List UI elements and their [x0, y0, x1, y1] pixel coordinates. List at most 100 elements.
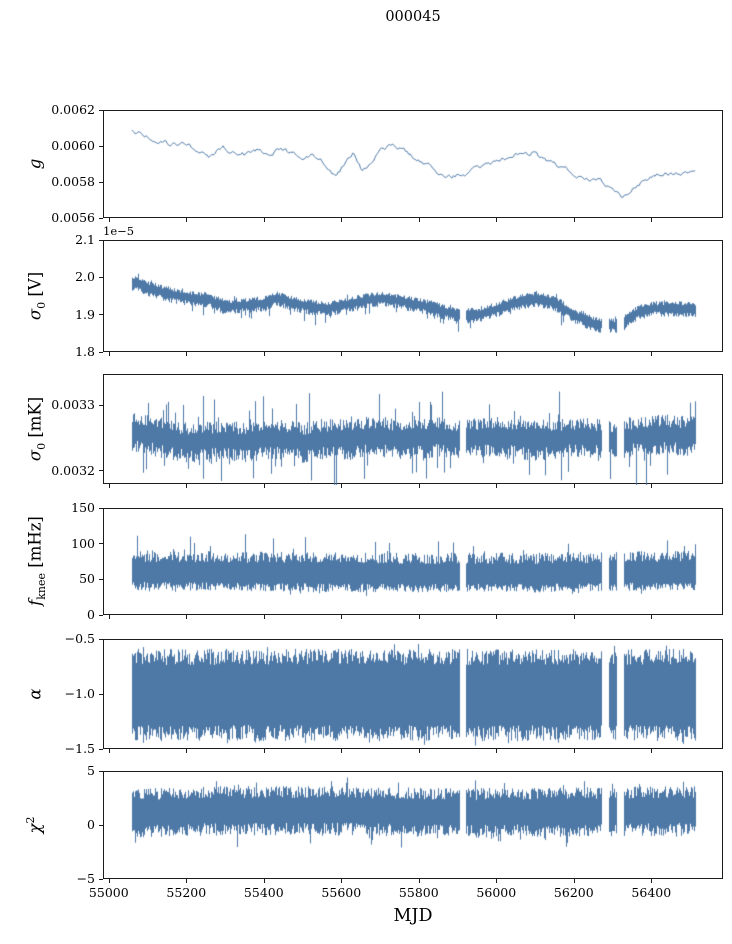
- x-tick-mark: [418, 218, 420, 222]
- y-tick-label: −5: [76, 871, 95, 886]
- y-tick-mark: [99, 693, 103, 695]
- x-tick-mark: [108, 879, 110, 883]
- y-tick-mark: [99, 239, 103, 241]
- x-tick-mark: [651, 879, 653, 883]
- y-tick-mark: [99, 470, 103, 472]
- y-tick-label: 100: [71, 535, 95, 551]
- x-tick-mark: [341, 352, 343, 356]
- y-tick-mark: [99, 770, 103, 772]
- y-tick-label: 0.0033: [51, 397, 95, 413]
- panel-fknee-canvas: [104, 509, 724, 616]
- y-tick-mark: [99, 181, 103, 183]
- x-tick-mark: [186, 218, 188, 222]
- y-tick-mark: [99, 748, 103, 750]
- x-tick-mark: [341, 615, 343, 619]
- x-tick-mark: [651, 615, 653, 619]
- x-tick-mark: [651, 218, 653, 222]
- y-tick-label: 1.8: [75, 344, 95, 359]
- y-tick-label: 0: [87, 817, 95, 832]
- x-tick-mark: [418, 615, 420, 619]
- x-tick-mark: [263, 615, 265, 619]
- x-tick-mark: [573, 615, 575, 619]
- x-tick-mark: [108, 615, 110, 619]
- x-tick-mark: [496, 879, 498, 883]
- y-tick-mark: [99, 638, 103, 640]
- panel-chi2: [103, 771, 724, 880]
- panel-sigma0-v-canvas: [104, 241, 724, 353]
- x-tick-mark: [263, 352, 265, 356]
- y-tick-mark: [99, 507, 103, 509]
- x-tick-mark: [186, 615, 188, 619]
- panel-alpha: [103, 639, 724, 750]
- x-tick-mark: [341, 749, 343, 753]
- x-tick-mark: [418, 484, 420, 488]
- x-tick-label: 55600: [321, 885, 362, 900]
- panel-sigma0-v: [103, 240, 724, 353]
- x-tick-mark: [263, 749, 265, 753]
- panel-g: [103, 110, 724, 219]
- x-tick-mark: [573, 218, 575, 222]
- y-tick-mark: [99, 351, 103, 353]
- panel-alpha-canvas: [104, 640, 724, 750]
- y-tick-label: −1.0: [64, 686, 95, 701]
- y-tick-label: 0.0062: [51, 102, 95, 117]
- y-offset-text: 1e−5: [103, 224, 135, 238]
- y-tick-mark: [99, 543, 103, 545]
- x-tick-mark: [418, 352, 420, 356]
- x-tick-mark: [418, 749, 420, 753]
- y-tick-label: 1.9: [75, 306, 95, 322]
- panel-g-canvas: [104, 111, 724, 219]
- y-axis-label-fknee: fknee [mHz]: [25, 516, 48, 606]
- x-tick-mark: [651, 749, 653, 753]
- y-tick-label: 0: [87, 607, 95, 622]
- y-tick-label: 2.1: [75, 232, 95, 247]
- x-axis-label: MJD: [393, 906, 433, 926]
- y-tick-mark: [99, 109, 103, 111]
- y-tick-mark: [99, 145, 103, 147]
- y-tick-label: 0.0056: [51, 210, 95, 225]
- x-tick-mark: [573, 352, 575, 356]
- y-tick-label: 5: [87, 763, 95, 778]
- x-tick-mark: [186, 879, 188, 883]
- x-tick-label: 56000: [476, 885, 517, 900]
- x-tick-mark: [263, 218, 265, 222]
- y-tick-label: −1.5: [64, 741, 95, 756]
- y-tick-label: 0.0058: [51, 174, 95, 189]
- chart-title: 000045: [385, 9, 441, 25]
- x-tick-mark: [651, 352, 653, 356]
- y-tick-label: 0.0060: [51, 138, 95, 153]
- x-tick-mark: [496, 615, 498, 619]
- x-tick-mark: [496, 352, 498, 356]
- y-tick-mark: [99, 878, 103, 880]
- x-tick-mark: [108, 218, 110, 222]
- x-tick-label: 55400: [243, 885, 284, 900]
- x-tick-mark: [186, 749, 188, 753]
- y-axis-label-g: g: [25, 158, 45, 170]
- y-tick-mark: [99, 276, 103, 278]
- y-tick-mark: [99, 404, 103, 406]
- x-tick-label: 56400: [631, 885, 672, 900]
- y-tick-mark: [99, 578, 103, 580]
- x-tick-mark: [651, 484, 653, 488]
- x-tick-label: 55800: [398, 885, 439, 900]
- x-tick-mark: [186, 352, 188, 356]
- panel-chi2-canvas: [104, 772, 724, 880]
- x-tick-mark: [496, 484, 498, 488]
- x-tick-label: 56200: [553, 885, 594, 900]
- y-tick-mark: [99, 314, 103, 316]
- y-tick-mark: [99, 217, 103, 219]
- x-tick-mark: [263, 484, 265, 488]
- x-tick-mark: [573, 749, 575, 753]
- x-tick-mark: [496, 218, 498, 222]
- y-tick-label: −0.5: [64, 631, 95, 646]
- x-tick-mark: [108, 749, 110, 753]
- y-tick-label: 50: [79, 571, 95, 587]
- x-tick-mark: [108, 484, 110, 488]
- y-tick-mark: [99, 614, 103, 616]
- x-tick-mark: [108, 352, 110, 356]
- y-tick-label: 0.0032: [51, 462, 95, 478]
- x-tick-mark: [186, 484, 188, 488]
- x-tick-mark: [263, 879, 265, 883]
- x-tick-mark: [418, 879, 420, 883]
- panel-fknee: [103, 508, 724, 616]
